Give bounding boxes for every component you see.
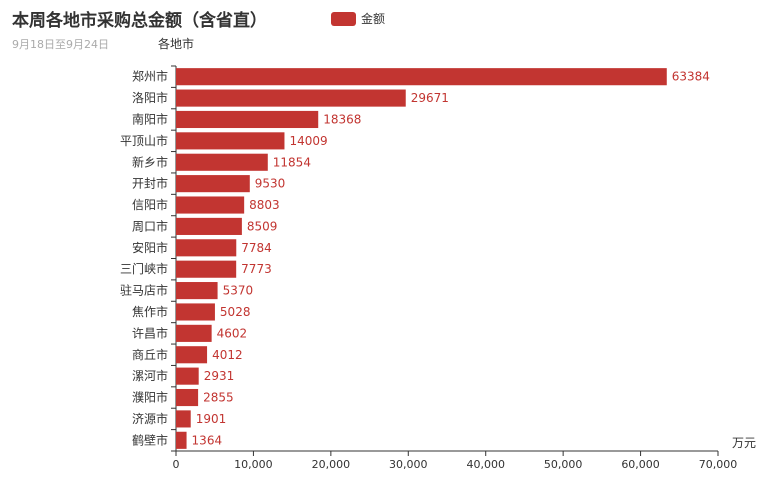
x-tick-label: 60,000 bbox=[621, 458, 660, 471]
data-label: 63384 bbox=[672, 70, 710, 84]
bar bbox=[176, 68, 667, 86]
bar bbox=[176, 303, 215, 321]
data-label: 8803 bbox=[249, 198, 280, 212]
x-tick-label: 40,000 bbox=[466, 458, 505, 471]
category-label: 开封市 bbox=[132, 176, 168, 191]
data-label: 11854 bbox=[273, 155, 311, 169]
category-label: 平顶山市 bbox=[120, 133, 168, 148]
x-axis-title: 万元 bbox=[732, 436, 756, 450]
legend-label: 金额 bbox=[361, 12, 386, 26]
bar bbox=[176, 346, 208, 364]
bar bbox=[176, 89, 406, 107]
category-label: 南阳市 bbox=[132, 111, 168, 126]
category-label: 许昌市 bbox=[132, 325, 168, 340]
x-tick-label: 70,000 bbox=[699, 458, 738, 471]
category-label: 安阳市 bbox=[132, 240, 168, 255]
chart-subtitle: 9月18日至9月24日 bbox=[12, 38, 109, 51]
bar bbox=[176, 260, 237, 278]
x-tick-label: 0 bbox=[173, 458, 180, 471]
x-tick-label: 50,000 bbox=[544, 458, 583, 471]
category-label: 商丘市 bbox=[132, 347, 168, 362]
x-tick-label: 20,000 bbox=[312, 458, 351, 471]
category-label: 驻马店市 bbox=[120, 283, 168, 298]
data-label: 7784 bbox=[241, 241, 272, 255]
category-label: 漯河市 bbox=[132, 368, 168, 383]
data-label: 18368 bbox=[323, 112, 361, 126]
bar bbox=[176, 431, 187, 449]
data-label: 9530 bbox=[255, 177, 286, 191]
data-label: 29671 bbox=[411, 91, 449, 105]
data-label: 2931 bbox=[204, 369, 235, 383]
data-label: 8509 bbox=[247, 219, 278, 233]
data-label: 14009 bbox=[289, 134, 327, 148]
bar bbox=[176, 196, 245, 214]
category-label: 焦作市 bbox=[132, 304, 168, 319]
category-label: 洛阳市 bbox=[132, 90, 168, 105]
x-tick-label: 30,000 bbox=[389, 458, 428, 471]
category-label: 信阳市 bbox=[132, 197, 168, 212]
chart-title: 本周各地市采购总金额（含省直） bbox=[12, 11, 267, 31]
category-label: 三门峡市 bbox=[120, 261, 168, 276]
bar bbox=[176, 410, 191, 428]
data-label: 2855 bbox=[203, 391, 234, 405]
bar bbox=[176, 110, 319, 129]
bar bbox=[176, 282, 218, 300]
bar bbox=[176, 132, 285, 150]
y-axis-title: 各地市 bbox=[158, 36, 194, 51]
category-label: 济源市 bbox=[132, 411, 168, 426]
legend[interactable]: 金额 bbox=[331, 10, 385, 27]
data-label: 7773 bbox=[241, 262, 272, 276]
bar bbox=[176, 217, 242, 235]
data-label: 5370 bbox=[223, 284, 254, 298]
bar bbox=[176, 324, 212, 342]
bar bbox=[176, 367, 199, 385]
data-label: 1364 bbox=[192, 433, 223, 447]
category-label: 郑州市 bbox=[132, 69, 168, 84]
data-label: 4602 bbox=[217, 326, 248, 340]
x-tick-label: 10,000 bbox=[234, 458, 273, 471]
bar bbox=[176, 239, 237, 257]
bar bbox=[176, 153, 268, 171]
category-label: 濮阳市 bbox=[132, 390, 168, 405]
legend-swatch bbox=[331, 11, 356, 26]
data-label: 5028 bbox=[220, 305, 251, 319]
data-label: 4012 bbox=[212, 348, 243, 362]
bar bbox=[176, 175, 250, 193]
category-label: 周口市 bbox=[132, 218, 168, 233]
data-label: 1901 bbox=[196, 412, 227, 426]
category-label: 新乡市 bbox=[132, 154, 168, 169]
bar bbox=[176, 388, 199, 407]
category-label: 鹤壁市 bbox=[132, 432, 168, 447]
